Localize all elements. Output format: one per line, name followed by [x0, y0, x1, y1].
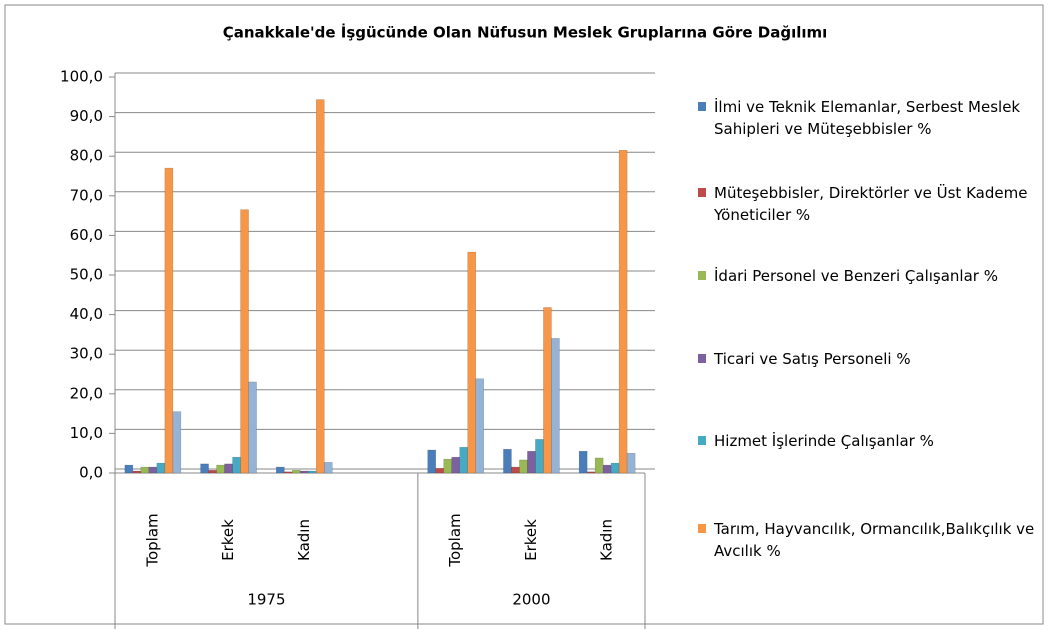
bar [292, 469, 301, 474]
bar [527, 450, 536, 474]
bar [132, 470, 142, 474]
bar [308, 470, 317, 474]
bar [586, 471, 596, 474]
bar [443, 458, 452, 474]
bar [140, 466, 150, 474]
bar [208, 469, 217, 474]
bar [324, 462, 333, 474]
bar [240, 209, 249, 474]
x-tick-label: Erkek [219, 519, 237, 561]
bar [276, 466, 285, 474]
chart-border [4, 4, 1044, 625]
bar [475, 378, 484, 474]
y-tick-label: 30,0 [70, 345, 103, 363]
y-tick-label: 60,0 [70, 226, 103, 244]
x-tick-label: Erkek [522, 519, 540, 561]
y-tick-label: 20,0 [70, 384, 103, 402]
bar [248, 381, 257, 474]
bar [535, 439, 544, 474]
legend-item: Ticari ve Satış Personeli % [698, 348, 1048, 370]
bar [164, 167, 174, 474]
bar [232, 456, 241, 474]
bar [124, 464, 134, 474]
legend-item: Hizmet İşlerinde Çalışanlar % [698, 430, 1048, 452]
legend-swatch [698, 271, 706, 280]
bar [427, 449, 436, 474]
legend-item: İdari Personel ve Benzeri Çalışanlar % [698, 265, 1048, 287]
bar [467, 251, 476, 474]
bar [503, 448, 512, 474]
bar [300, 470, 309, 474]
chart-title: Çanakkale'de İşgücünde Olan Nüfusun Mesl… [223, 23, 828, 42]
bar [459, 447, 468, 474]
bar [200, 463, 209, 474]
x-tick-label: Toplam [446, 513, 464, 567]
bar [511, 466, 520, 474]
group-label: 2000 [512, 591, 550, 609]
legend-item: İlmi ve Teknik Elemanlar, Serbest Meslek… [698, 96, 1048, 140]
bar [156, 462, 166, 474]
bar [551, 338, 560, 474]
legend-label: Ticari ve Satış Personeli % [714, 350, 911, 368]
y-tick-label: 70,0 [70, 186, 103, 204]
y-tick-label: 40,0 [70, 305, 103, 323]
legend-swatch [698, 524, 706, 533]
bar [451, 456, 460, 474]
x-tick-label: Kadın [295, 519, 313, 561]
bar [626, 452, 636, 474]
y-tick-label: 0,0 [79, 464, 103, 482]
bar [284, 471, 293, 474]
y-tick-label: 80,0 [70, 147, 103, 165]
y-tick-label: 90,0 [70, 107, 103, 125]
legend-label: Müteşebbisler, Direktörler ve Üst Kademe… [714, 184, 1028, 224]
legend-item: Müteşebbisler, Direktörler ve Üst Kademe… [698, 182, 1048, 226]
legend-swatch [698, 102, 706, 111]
legend-label: Tarım, Hayvancılık, Ormancılık,Balıkçılı… [714, 520, 1035, 560]
legend-label: İlmi ve Teknik Elemanlar, Serbest Meslek… [714, 98, 1021, 138]
bar [519, 459, 528, 474]
bar [224, 463, 233, 474]
bar [543, 307, 552, 474]
legend-label: İdari Personel ve Benzeri Çalışanlar % [714, 267, 998, 285]
bar [172, 411, 182, 474]
x-tick-label: Toplam [143, 513, 161, 567]
x-tick-label: Kadın [598, 519, 616, 561]
legend-label: Hizmet İşlerinde Çalışanlar % [714, 432, 934, 450]
group-label: 1975 [247, 591, 285, 609]
y-tick-label: 100,0 [60, 68, 103, 86]
bar [618, 150, 628, 474]
bar [602, 464, 612, 474]
bar [216, 464, 225, 474]
legend-swatch [698, 354, 706, 363]
bar [148, 466, 158, 474]
bar [594, 457, 604, 474]
bar [610, 462, 620, 474]
bar [578, 450, 588, 474]
legend-swatch [698, 188, 706, 197]
bar [316, 99, 325, 474]
legend-swatch [698, 436, 706, 445]
legend-item: Tarım, Hayvancılık, Ormancılık,Balıkçılı… [698, 518, 1048, 562]
y-tick-label: 10,0 [70, 424, 103, 442]
bar [435, 467, 444, 474]
y-tick-label: 50,0 [70, 266, 103, 284]
